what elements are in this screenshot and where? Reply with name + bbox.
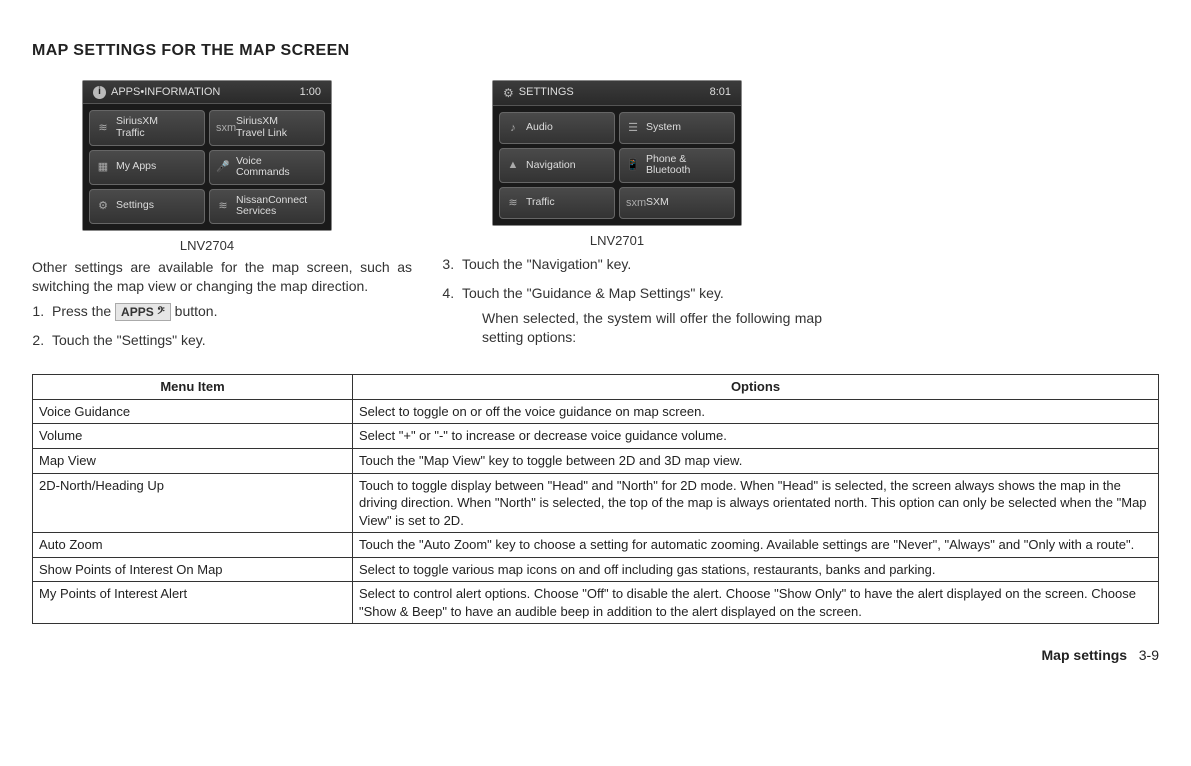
button-icon: ≋: [96, 122, 110, 134]
button-label: SiriusXMTraffic: [116, 116, 158, 139]
table-cell: Select "+" or "-" to increase or decreas…: [353, 424, 1159, 449]
table-cell: Show Points of Interest On Map: [33, 557, 353, 582]
screen2-time: 8:01: [710, 85, 731, 100]
button-icon: sxm: [626, 197, 640, 209]
table-row: VolumeSelect "+" or "-" to increase or d…: [33, 424, 1159, 449]
button-label: SXM: [646, 197, 669, 209]
table-cell: Touch to toggle display between "Head" a…: [353, 473, 1159, 533]
table-cell: Touch the "Auto Zoom" key to choose a se…: [353, 533, 1159, 558]
button-label: My Apps: [116, 161, 156, 173]
button-label: Navigation: [526, 160, 576, 172]
button-label: Phone &Bluetooth: [646, 154, 690, 177]
button-icon: sxm: [216, 122, 230, 134]
table-cell: Map View: [33, 448, 353, 473]
footer-section: Map settings: [1042, 647, 1128, 663]
apps-button-graphic: APPS 𝄢: [115, 303, 171, 321]
button-label: Audio: [526, 122, 553, 134]
button-icon: ▦: [96, 161, 110, 173]
screen1-time: 1:00: [300, 85, 321, 100]
button-label: Traffic: [526, 197, 555, 209]
info-icon: i: [93, 86, 106, 99]
table-cell: Volume: [33, 424, 353, 449]
button-label: NissanConnectServices: [236, 195, 307, 218]
th-options: Options: [353, 375, 1159, 400]
screen-button: sxm SiriusXMTravel Link: [209, 110, 325, 145]
screenshot2-caption: LNV2701: [492, 232, 742, 250]
table-cell: 2D-North/Heading Up: [33, 473, 353, 533]
intro-text: Other settings are available for the map…: [32, 258, 412, 296]
button-icon: 🎤: [216, 161, 230, 173]
table-cell: Select to toggle on or off the voice gui…: [353, 399, 1159, 424]
section-heading: MAP SETTINGS FOR THE MAP SCREEN: [32, 40, 1159, 62]
button-icon: ≋: [216, 200, 230, 212]
button-label: System: [646, 122, 681, 134]
screen-button: ☰ System: [619, 112, 735, 144]
step-4-sub: When selected, the system will offer the…: [482, 309, 822, 347]
screen-button: ▲ Navigation: [499, 148, 615, 183]
screen-button: 📱 Phone &Bluetooth: [619, 148, 735, 183]
screen-button: ≋ Traffic: [499, 187, 615, 219]
page-footer: Map settings 3-9: [32, 646, 1159, 665]
table-cell: Select to control alert options. Choose …: [353, 582, 1159, 624]
screenshot-apps: i APPS•INFORMATION 1:00 ≋ SiriusXMTraffic…: [82, 80, 332, 231]
button-icon: ⚙: [96, 200, 110, 212]
table-row: Show Points of Interest On MapSelect to …: [33, 557, 1159, 582]
screen2-title: SETTINGS: [519, 85, 574, 100]
button-label: SiriusXMTravel Link: [236, 116, 287, 139]
screen-button: ≋ NissanConnectServices: [209, 189, 325, 224]
screen-button: ≋ SiriusXMTraffic: [89, 110, 205, 145]
screen1-title: APPS•INFORMATION: [111, 85, 220, 100]
step-3: Touch the "Navigation" key.: [458, 255, 822, 274]
screenshot1-caption: LNV2704: [82, 237, 332, 255]
step-1: Press the APPS 𝄢 button.: [48, 302, 412, 321]
table-row: Auto ZoomTouch the "Auto Zoom" key to ch…: [33, 533, 1159, 558]
button-label: VoiceCommands: [236, 156, 290, 179]
button-icon: ♪: [506, 122, 520, 134]
table-cell: Voice Guidance: [33, 399, 353, 424]
table-cell: Auto Zoom: [33, 533, 353, 558]
button-icon: 📱: [626, 159, 640, 171]
th-menu-item: Menu Item: [33, 375, 353, 400]
table-cell: My Points of Interest Alert: [33, 582, 353, 624]
gear-icon: ⚙: [503, 85, 514, 101]
button-label: Settings: [116, 200, 154, 212]
screen-button: ⚙ Settings: [89, 189, 205, 224]
button-icon: ▲: [506, 159, 520, 171]
table-cell: Select to toggle various map icons on an…: [353, 557, 1159, 582]
table-row: Voice GuidanceSelect to toggle on or off…: [33, 399, 1159, 424]
step-2: Touch the "Settings" key.: [48, 331, 412, 350]
screen-button: sxm SXM: [619, 187, 735, 219]
footer-page: 3-9: [1139, 647, 1159, 663]
table-cell: Touch the "Map View" key to toggle betwe…: [353, 448, 1159, 473]
table-row: 2D-North/Heading UpTouch to toggle displ…: [33, 473, 1159, 533]
table-row: Map ViewTouch the "Map View" key to togg…: [33, 448, 1159, 473]
screen-button: 🎤 VoiceCommands: [209, 150, 325, 185]
options-table: Menu Item Options Voice GuidanceSelect t…: [32, 374, 1159, 624]
screen-button: ♪ Audio: [499, 112, 615, 144]
screenshot-settings: ⚙ SETTINGS 8:01 ♪ Audio ☰ System ▲ Navigation…: [492, 80, 742, 226]
screen-button: ▦ My Apps: [89, 150, 205, 185]
table-row: My Points of Interest AlertSelect to con…: [33, 582, 1159, 624]
button-icon: ☰: [626, 122, 640, 134]
button-icon: ≋: [506, 197, 520, 209]
step-4: Touch the "Guidance & Map Settings" key.…: [458, 284, 822, 347]
